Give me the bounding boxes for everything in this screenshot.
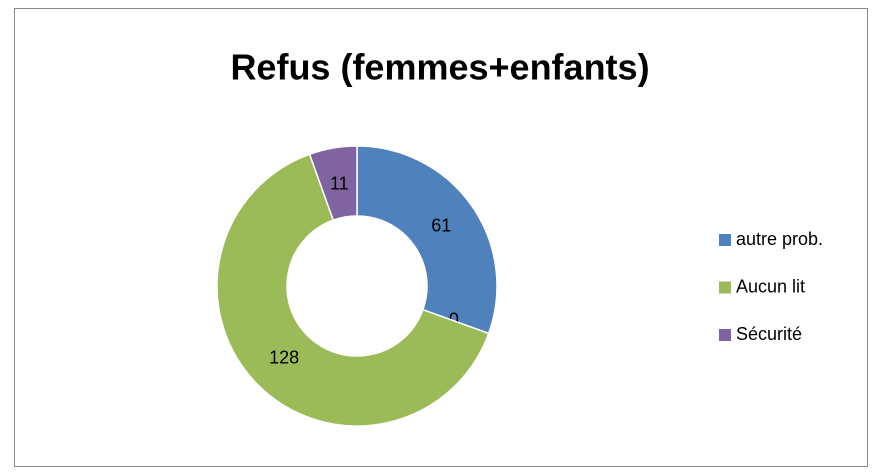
donut-slice — [308, 145, 358, 222]
chart-title: Refus (femmes+enfants) — [230, 47, 649, 88]
legend-label: autre prob. — [736, 229, 823, 249]
legend-swatch — [719, 281, 731, 294]
legend-swatch — [719, 329, 731, 341]
legend-swatch — [719, 234, 731, 246]
legend-label: Aucun lit — [736, 276, 805, 296]
data-label: 128 — [269, 348, 299, 368]
donut-slice — [216, 153, 490, 427]
data-label: 0 — [449, 310, 459, 330]
legend-label: Sécurité — [736, 324, 802, 344]
data-label: 61 — [431, 216, 451, 236]
data-label: 11 — [330, 173, 349, 193]
donut-slice — [356, 145, 498, 335]
